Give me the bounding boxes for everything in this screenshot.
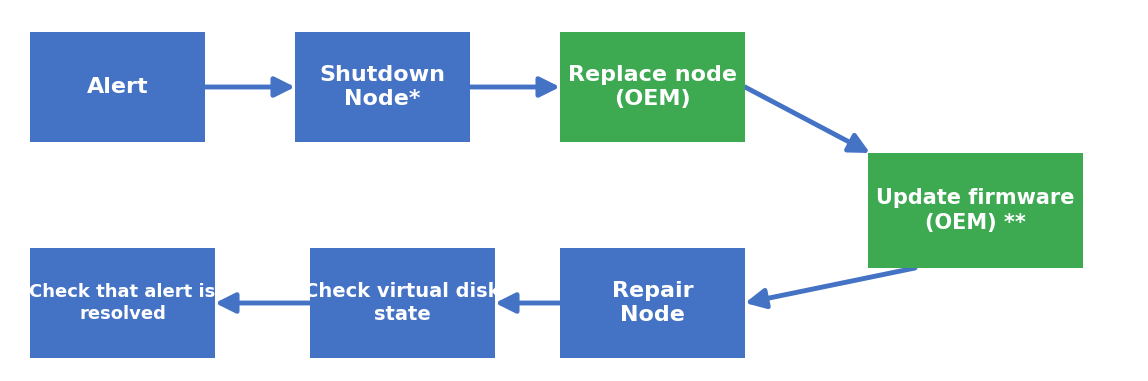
Text: Shutdown
Node*: Shutdown Node*	[319, 65, 445, 109]
FancyBboxPatch shape	[30, 32, 205, 142]
Text: Repair
Node: Repair Node	[612, 280, 693, 325]
Text: Alert: Alert	[87, 77, 148, 97]
FancyBboxPatch shape	[560, 248, 745, 358]
Text: Replace node
(OEM): Replace node (OEM)	[568, 65, 737, 109]
FancyBboxPatch shape	[310, 248, 495, 358]
FancyBboxPatch shape	[30, 248, 215, 358]
FancyBboxPatch shape	[560, 32, 745, 142]
FancyBboxPatch shape	[295, 32, 470, 142]
Text: Check that alert is
resolved: Check that alert is resolved	[30, 283, 216, 323]
Text: Check virtual disk
state: Check virtual disk state	[304, 282, 501, 324]
FancyBboxPatch shape	[868, 153, 1083, 268]
Text: Update firmware
(OEM) **: Update firmware (OEM) **	[876, 188, 1075, 233]
